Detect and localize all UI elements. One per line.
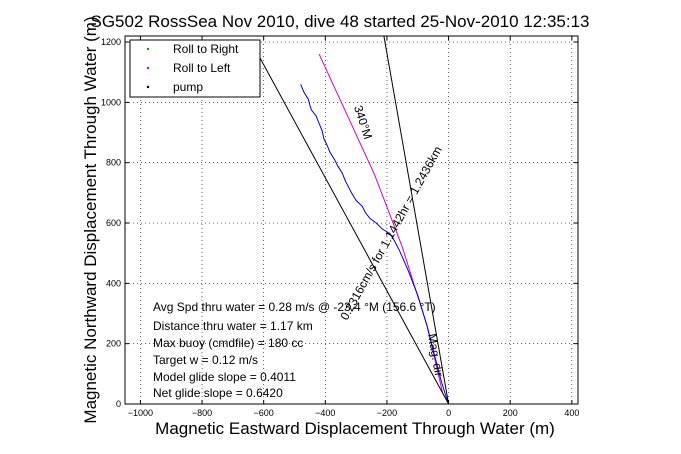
y-tick-label: 800 — [106, 158, 121, 168]
x-tick-label: 0 — [446, 408, 451, 418]
x-axis-label: Magnetic Eastward Displacement Through W… — [155, 419, 555, 438]
legend-label: pump — [173, 80, 203, 94]
y-axis-label: Magnetic Northward Displacement Through … — [81, 16, 100, 423]
x-tick-label: 400 — [564, 408, 579, 418]
x-tick-label: −800 — [192, 408, 212, 418]
x-tick-label: −1000 — [128, 408, 153, 418]
stat-model-glide: Model glide slope = 0.4011 — [153, 370, 296, 384]
chart-title: SG502 RossSea Nov 2010, dive 48 started … — [91, 12, 590, 31]
series-layer — [250, 36, 450, 404]
x-tick-label: 200 — [503, 408, 518, 418]
stat-distance: Distance thru water = 1.17 km — [153, 319, 313, 333]
legend-box — [129, 39, 261, 98]
series-line-2 — [250, 41, 450, 404]
legend-label: Roll to Right — [173, 42, 239, 56]
stats-block: Avg Spd thru water = 0.28 m/s @ -23.4 °M… — [153, 300, 436, 400]
y-tick-label: 600 — [106, 218, 121, 228]
grid-lines — [125, 36, 578, 405]
legend-marker — [146, 66, 150, 70]
legend-marker — [146, 47, 150, 51]
stat-net-glide: Net glide slope = 0.6420 — [153, 386, 283, 400]
y-tick-label: 0 — [116, 399, 121, 409]
y-tick-label: 400 — [106, 278, 121, 288]
x-tick-label: −200 — [377, 408, 397, 418]
stat-max-buoy: Max buoy (cmdfile) = 180 cc — [153, 336, 303, 350]
tick-layer: −1000 −800 −600 −400 −200 0 200 400 0 200 400 600 80… — [101, 36, 579, 418]
x-tick-label: −600 — [254, 408, 274, 418]
y-tick-label: 1000 — [101, 97, 121, 107]
stat-avg-speed: Avg Spd thru water = 0.28 m/s @ -23.4 °M… — [153, 300, 436, 314]
series-line-3 — [383, 36, 450, 404]
plot-frame — [124, 35, 579, 405]
x-tick-label: −400 — [315, 408, 335, 418]
y-tick-label: 200 — [106, 339, 121, 349]
legend-marker — [146, 85, 150, 89]
series-line-1 — [300, 84, 450, 404]
stat-target-w: Target w = 0.12 m/s — [153, 353, 258, 367]
legend-label: Roll to Left — [173, 61, 231, 75]
y-tick-label: 1200 — [101, 37, 121, 47]
legend: Roll to Right Roll to Left pump — [129, 39, 261, 98]
